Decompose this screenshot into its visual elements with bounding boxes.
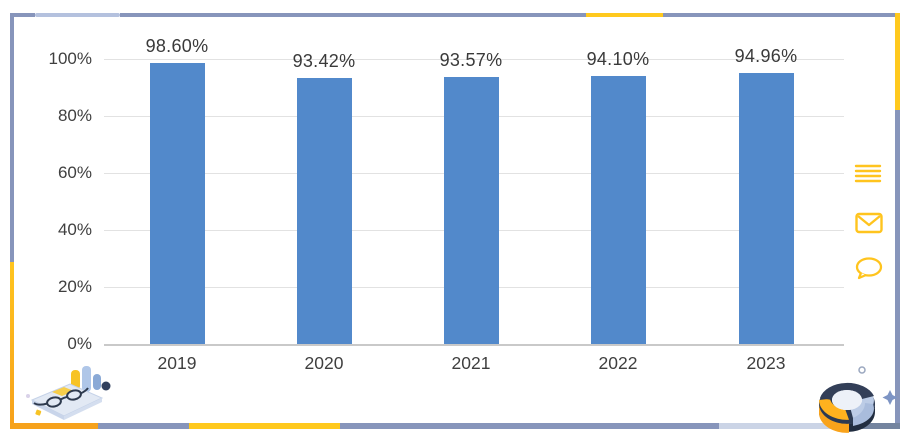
frame-left-slate [10,13,14,262]
x-axis-category: 2022 [598,353,638,373]
frame-top-yellow [586,13,663,17]
bar-2021 [443,77,499,344]
bar-2023 [738,73,794,344]
frame-bottom-yellow [189,423,340,429]
chat-icon[interactable] [854,254,884,284]
x-axis-category: 2021 [451,353,491,373]
frame-top-light [35,13,120,17]
x-axis-category: 2019 [157,353,197,373]
x-axis-line [104,344,844,346]
bar-value-label: 94.96% [734,46,798,67]
frame-top-left [10,13,35,17]
y-axis-tick: 20% [57,277,92,296]
desk-illustration [24,362,116,429]
menu-icon[interactable] [853,160,883,190]
bar-2022 [590,75,646,344]
bar-value-label: 93.42% [292,50,356,71]
y-axis-tick: 100% [48,49,92,68]
frame-bottom-slate2 [340,423,719,429]
bar-value-label: 93.57% [439,50,503,71]
donut-illustration [810,362,898,442]
bar-2020 [296,77,352,344]
y-axis-tick: 80% [57,106,92,125]
y-axis-tick: 0% [67,334,92,353]
frame-right-yellow [895,13,900,110]
frame-left-yellow [10,262,14,429]
x-axis-category: 2023 [746,353,786,373]
frame-bottom-slate1 [98,423,189,429]
bar-2019 [149,62,205,344]
y-axis-tick: 60% [57,163,92,182]
frame-top-mid [120,13,586,17]
frame-bottom-dark [846,423,900,429]
frame-bottom-orange [10,423,98,429]
mail-icon[interactable] [854,208,884,238]
gridline [104,59,844,60]
x-axis-category: 2020 [304,353,344,373]
frame-bottom-pale [719,423,846,429]
bar-value-label: 94.10% [586,48,650,69]
frame-top-right [663,13,900,17]
y-axis-tick: 40% [57,220,92,239]
frame-right-slate [895,110,900,429]
bar-value-label: 98.60% [145,35,209,56]
